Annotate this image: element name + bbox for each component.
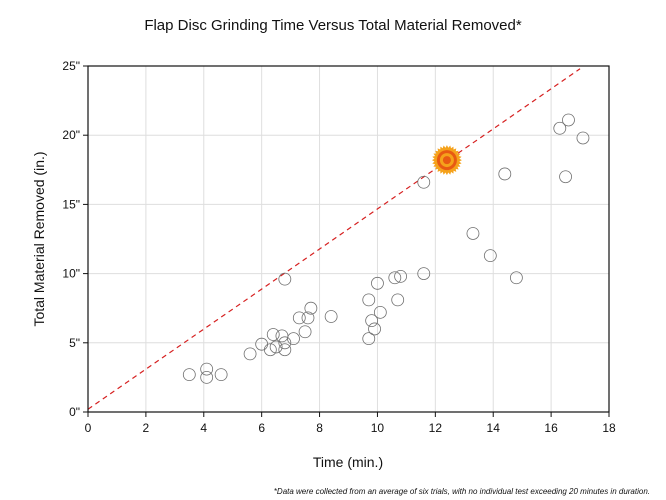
trend-line-layer	[87, 68, 581, 410]
y-tick-label: 25"	[62, 59, 80, 73]
data-point	[298, 325, 312, 339]
y-tick-label: 15"	[62, 197, 80, 211]
y-axis-ticks: 0" 5" 10" 15" 20" 25"	[62, 59, 88, 419]
data-point	[292, 311, 306, 325]
grid	[88, 66, 609, 412]
data-point	[287, 332, 300, 346]
data-point	[509, 271, 523, 285]
y-tick-label: 0"	[69, 405, 80, 419]
data-point	[263, 343, 277, 357]
data-point	[278, 336, 292, 350]
x-tick-label: 18	[602, 421, 616, 435]
x-tick-label: 12	[429, 421, 443, 435]
data-point	[388, 271, 402, 285]
x-tick-label: 6	[258, 421, 265, 435]
data-points	[182, 113, 590, 384]
x-tick-label: 0	[85, 421, 92, 435]
data-point	[466, 227, 480, 240]
data-point	[301, 311, 315, 325]
data-point	[304, 301, 318, 315]
data-point	[266, 328, 280, 341]
data-point	[365, 314, 379, 328]
highlight-core	[442, 156, 451, 165]
data-point	[498, 167, 512, 181]
data-point	[368, 322, 381, 336]
y-tick-label: 10"	[62, 267, 80, 281]
data-point	[391, 293, 405, 307]
x-tick-label: 8	[316, 421, 323, 435]
x-tick-label: 14	[487, 421, 501, 435]
highlight-point	[431, 145, 462, 176]
data-point	[278, 272, 292, 286]
data-point	[362, 293, 376, 307]
footnote: *Data were collected from an average of …	[274, 487, 650, 496]
data-point	[417, 267, 431, 281]
data-point	[576, 131, 590, 145]
data-point	[483, 249, 497, 263]
x-tick-label: 2	[143, 421, 150, 435]
x-axis-ticks: 0 2 4 6 8 10 12 14 16 18	[85, 412, 616, 435]
data-point	[200, 370, 214, 384]
data-point	[559, 170, 572, 184]
data-point	[200, 362, 214, 376]
data-point	[562, 113, 575, 127]
data-point	[275, 329, 289, 343]
highlight-point-layer	[431, 145, 462, 176]
data-point	[371, 276, 384, 290]
data-point	[182, 368, 196, 382]
y-axis-label: Total Material Removed (in.)	[31, 151, 47, 326]
data-point	[214, 368, 228, 382]
data-point	[417, 175, 431, 189]
x-tick-label: 16	[544, 421, 558, 435]
data-point	[394, 269, 408, 283]
data-point	[243, 347, 257, 361]
data-point	[269, 340, 283, 354]
data-point	[553, 121, 567, 135]
x-axis-label: Time (min.)	[313, 454, 383, 470]
plot-frame	[87, 65, 610, 413]
trend-line	[87, 68, 581, 410]
x-tick-label: 4	[200, 421, 207, 435]
x-tick-label: 10	[371, 421, 385, 435]
y-tick-label: 5"	[69, 336, 80, 350]
data-point	[324, 310, 338, 323]
data-point	[373, 305, 387, 319]
data-point	[278, 343, 292, 357]
data-point	[362, 332, 376, 346]
y-tick-label: 20"	[62, 128, 80, 142]
chart-title: Flap Disc Grinding Time Versus Total Mat…	[144, 17, 522, 34]
